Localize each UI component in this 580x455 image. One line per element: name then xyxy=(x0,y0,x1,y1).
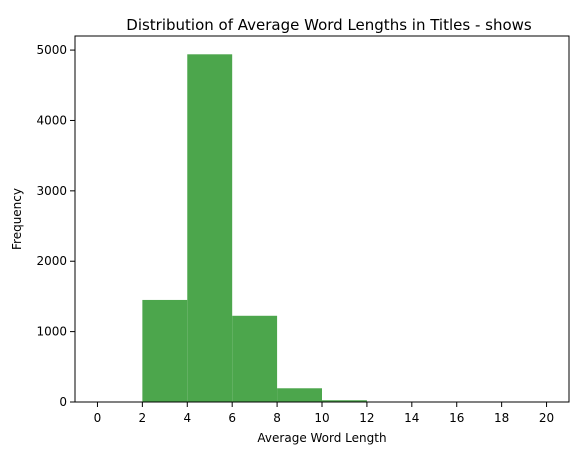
x-tick-label-7: 14 xyxy=(404,411,419,425)
y-tick-label-4: 4000 xyxy=(36,113,67,127)
chart-title: Distribution of Average Word Lengths in … xyxy=(126,16,532,34)
x-axis-ticks: 0 2 4 6 8 10 12 14 16 18 20 xyxy=(94,402,554,425)
x-tick-label-10: 20 xyxy=(539,411,554,425)
histogram-bar-4 xyxy=(277,388,322,402)
y-tick-label-2: 2000 xyxy=(36,254,67,268)
histogram-bar-2 xyxy=(187,54,233,403)
y-axis-ticks: 0 1000 2000 3000 4000 5000 xyxy=(36,43,75,409)
histogram-bar-5 xyxy=(322,400,367,402)
x-tick-label-4: 8 xyxy=(273,411,281,425)
y-tick-label-5: 5000 xyxy=(36,43,67,57)
y-axis-label: Frequency xyxy=(10,188,24,250)
y-tick-label-1: 1000 xyxy=(36,325,67,339)
bars-group xyxy=(142,54,547,403)
x-axis-label: Average Word Length xyxy=(257,431,386,445)
x-tick-label-0: 0 xyxy=(94,411,102,425)
x-tick-label-8: 16 xyxy=(449,411,464,425)
y-tick-label-3: 3000 xyxy=(36,184,67,198)
x-tick-label-1: 2 xyxy=(139,411,147,425)
x-tick-label-6: 12 xyxy=(359,411,374,425)
x-tick-label-5: 10 xyxy=(314,411,329,425)
y-tick-label-0: 0 xyxy=(59,395,67,409)
histogram-bar-1 xyxy=(142,299,188,402)
x-tick-label-9: 18 xyxy=(494,411,509,425)
x-tick-label-2: 4 xyxy=(183,411,191,425)
histogram-bar-3 xyxy=(232,315,278,402)
x-tick-label-3: 6 xyxy=(228,411,236,425)
